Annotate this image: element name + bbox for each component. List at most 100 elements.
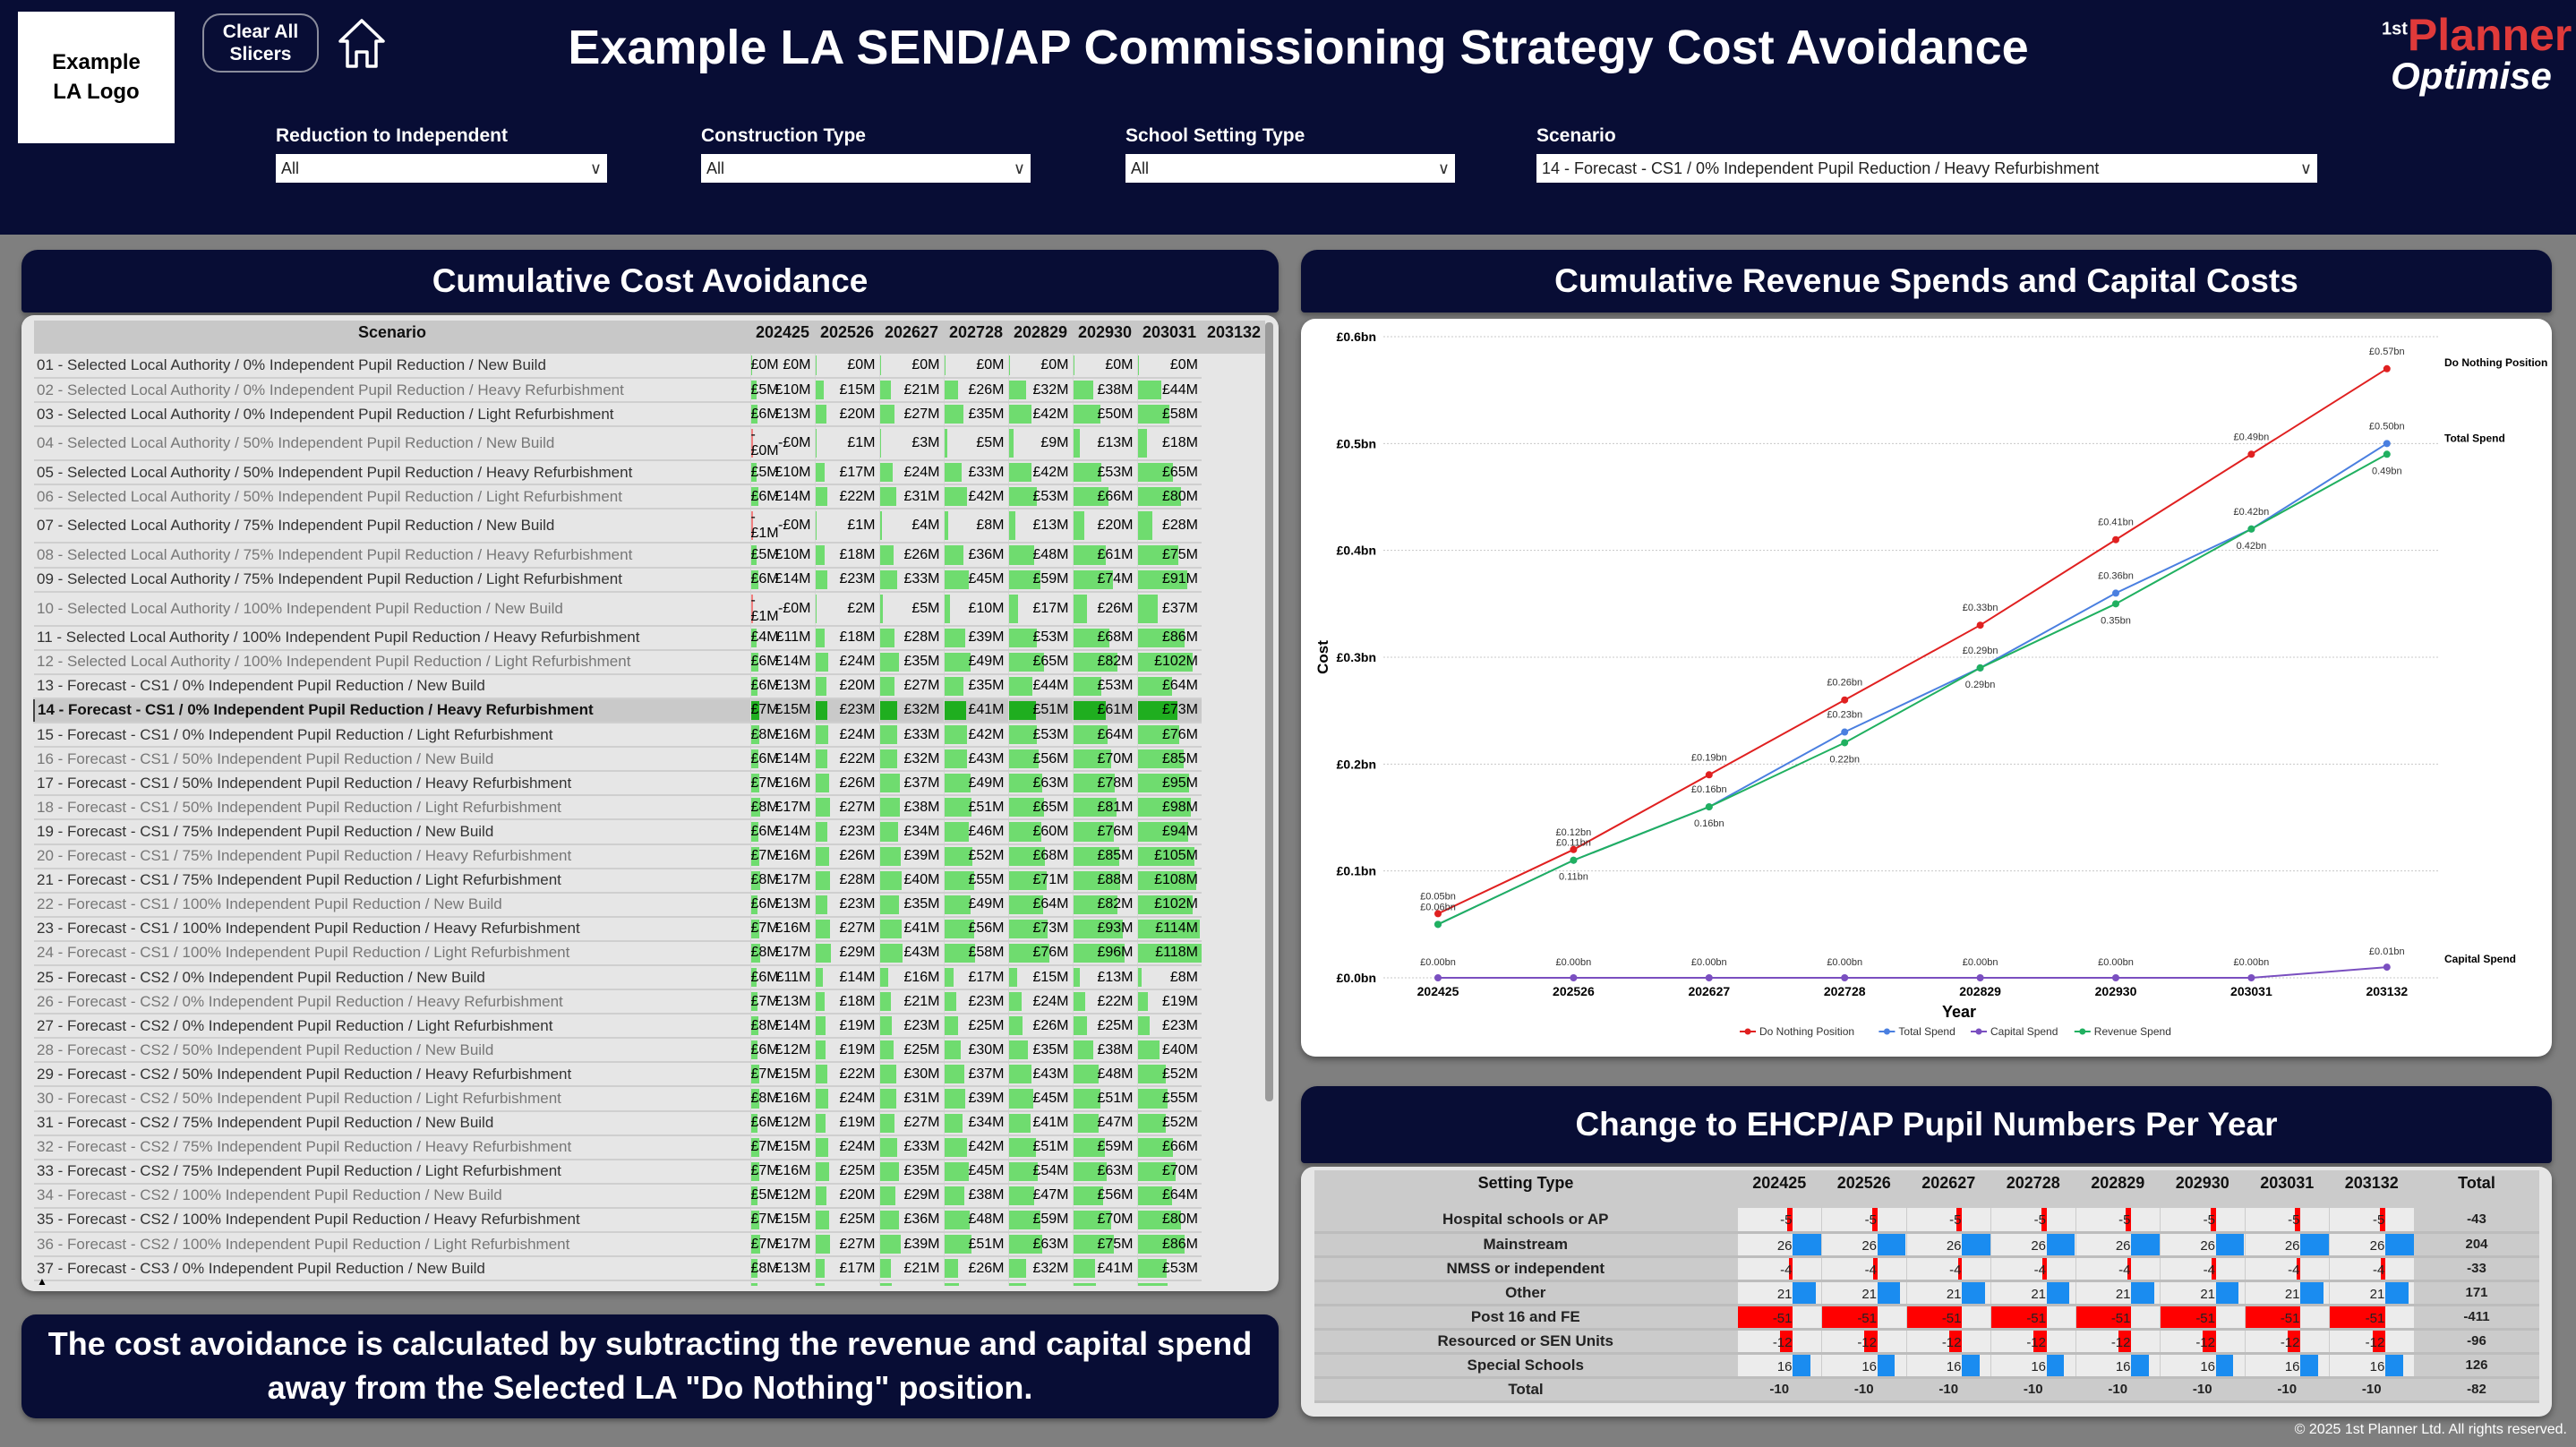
pupil-column-header[interactable]: 202829: [2075, 1170, 2161, 1208]
pupil-column-header[interactable]: 203132: [2329, 1170, 2414, 1208]
data-point[interactable]: [1705, 803, 1713, 811]
table-row[interactable]: 23 - Forecast - CS1 / 100% Independent P…: [34, 916, 1265, 942]
pupil-column-header[interactable]: 202930: [2160, 1170, 2245, 1208]
data-point[interactable]: [1976, 974, 1984, 981]
pupil-column-header[interactable]: Setting Type: [1314, 1170, 1737, 1208]
table-row[interactable]: 15 - Forecast - CS1 / 0% Independent Pup…: [34, 723, 1265, 749]
data-point[interactable]: [1841, 728, 1849, 736]
table-row[interactable]: 14 - Forecast - CS1 / 0% Independent Pup…: [33, 698, 1265, 724]
table-row[interactable]: 02 - Selected Local Authority / 0% Indep…: [34, 378, 1265, 404]
data-point[interactable]: [2112, 535, 2119, 544]
column-header-202930[interactable]: 202930: [1073, 321, 1137, 354]
table-row[interactable]: 07 - Selected Local Authority / 75% Inde…: [34, 509, 1265, 544]
sort-ascending-icon[interactable]: ▲: [37, 1275, 47, 1286]
table-row[interactable]: 32 - Forecast - CS2 / 75% Independent Pu…: [34, 1134, 1265, 1160]
data-bar: [1137, 1210, 1181, 1229]
table-row[interactable]: 36 - Forecast - CS2 / 100% Independent P…: [34, 1232, 1265, 1258]
table-row[interactable]: 37 - Forecast - CS3 / 0% Independent Pup…: [34, 1256, 1265, 1282]
table-row[interactable]: 11 - Selected Local Authority / 100% Ind…: [34, 625, 1265, 651]
table-row[interactable]: 25 - Forecast - CS2 / 0% Independent Pup…: [34, 964, 1265, 991]
table-row[interactable]: 33 - Forecast - CS2 / 75% Independent Pu…: [34, 1159, 1265, 1185]
legend-item[interactable]: Total Spend: [1879, 1025, 1956, 1038]
data-point[interactable]: [2383, 963, 2391, 972]
data-point[interactable]: [1976, 664, 1984, 672]
data-point[interactable]: [1705, 771, 1713, 779]
data-point[interactable]: [2112, 974, 2119, 981]
table-row[interactable]: 09 - Selected Local Authority / 75% Inde…: [34, 567, 1265, 593]
clear-all-slicers-button[interactable]: Clear All Slicers: [202, 13, 319, 73]
table-row[interactable]: 12 - Selected Local Authority / 100% Ind…: [34, 649, 1265, 675]
table-row[interactable]: 06 - Selected Local Authority / 50% Inde…: [34, 484, 1265, 510]
data-point[interactable]: [1705, 974, 1713, 981]
pupil-row: Post 16 and FE -51 -51 -51 -51 -51 -51 -51 -51 -4…: [1314, 1305, 2539, 1331]
data-point[interactable]: [1841, 974, 1849, 981]
data-point[interactable]: [2247, 525, 2255, 533]
column-header-203132[interactable]: 203132: [1202, 321, 1265, 354]
data-point[interactable]: [2383, 440, 2391, 448]
home-icon[interactable]: [337, 18, 387, 70]
table-row[interactable]: 17 - Forecast - CS1 / 50% Independent Pu…: [34, 771, 1265, 797]
table-row[interactable]: 38 - Forecast - CS3 / 0% Independent Pup…: [34, 1280, 1265, 1286]
legend-item[interactable]: Revenue Spend: [2074, 1025, 2171, 1038]
data-point[interactable]: [2383, 364, 2391, 372]
table-row[interactable]: 13 - Forecast - CS1 / 0% Independent Pup…: [34, 673, 1265, 699]
table-row[interactable]: 29 - Forecast - CS2 / 50% Independent Pu…: [34, 1062, 1265, 1088]
table-row[interactable]: 10 - Selected Local Authority / 100% Ind…: [34, 591, 1265, 627]
data-point[interactable]: [1570, 845, 1578, 853]
data-point[interactable]: [1841, 739, 1849, 747]
table-row[interactable]: 03 - Selected Local Authority / 0% Indep…: [34, 402, 1265, 428]
pupil-column-header[interactable]: Total: [2414, 1170, 2539, 1208]
table-row[interactable]: 19 - Forecast - CS1 / 75% Independent Pu…: [34, 819, 1265, 845]
reduction-dropdown[interactable]: All ∨: [276, 154, 607, 183]
data-point[interactable]: [2247, 974, 2255, 981]
data-point[interactable]: [2247, 450, 2255, 458]
data-point[interactable]: [1434, 974, 1442, 981]
table-row[interactable]: 01 - Selected Local Authority / 0% Indep…: [34, 354, 1265, 380]
data-point[interactable]: [2112, 589, 2119, 597]
table-row[interactable]: 24 - Forecast - CS1 / 100% Independent P…: [34, 940, 1265, 966]
pupil-column-header[interactable]: 202728: [1990, 1170, 2075, 1208]
data-point[interactable]: [1841, 696, 1849, 704]
column-header-202728[interactable]: 202728: [944, 321, 1008, 354]
table-row[interactable]: 31 - Forecast - CS2 / 75% Independent Pu…: [34, 1110, 1265, 1136]
data-bar: [815, 569, 828, 589]
column-header-202627[interactable]: 202627: [879, 321, 944, 354]
data-point[interactable]: [1570, 856, 1578, 864]
table-row[interactable]: 20 - Forecast - CS1 / 75% Independent Pu…: [34, 843, 1265, 869]
table-row[interactable]: 35 - Forecast - CS2 / 100% Independent P…: [34, 1207, 1265, 1234]
table-row[interactable]: 04 - Selected Local Authority / 50% Inde…: [34, 426, 1265, 462]
construction-dropdown[interactable]: All ∨: [701, 154, 1031, 183]
table-row[interactable]: 16 - Forecast - CS1 / 50% Independent Pu…: [34, 747, 1265, 773]
data-point[interactable]: [1434, 910, 1442, 918]
column-header-202829[interactable]: 202829: [1008, 321, 1073, 354]
table-scrollbar[interactable]: [1265, 322, 1273, 1101]
pupil-column-header[interactable]: 203031: [2245, 1170, 2330, 1208]
data-point[interactable]: [2383, 450, 2391, 458]
y-tick-label: £0.6bn: [1337, 330, 1376, 344]
table-row[interactable]: 22 - Forecast - CS1 / 100% Independent P…: [34, 892, 1265, 918]
column-header-scenario[interactable]: Scenario: [34, 321, 750, 354]
column-header-203031[interactable]: 203031: [1137, 321, 1202, 354]
table-row[interactable]: 21 - Forecast - CS1 / 75% Independent Pu…: [34, 868, 1265, 894]
pupil-column-header[interactable]: 202526: [1821, 1170, 1906, 1208]
data-point[interactable]: [1570, 974, 1578, 981]
pupil-column-header[interactable]: 202627: [1906, 1170, 1991, 1208]
scenario-dropdown[interactable]: 14 - Forecast - CS1 / 0% Independent Pup…: [1536, 154, 2317, 183]
data-point[interactable]: [1434, 920, 1442, 929]
data-point[interactable]: [2112, 600, 2119, 608]
table-row[interactable]: 08 - Selected Local Authority / 75% Inde…: [34, 543, 1265, 569]
column-header-202526[interactable]: 202526: [815, 321, 879, 354]
column-header-202425[interactable]: 202425: [750, 321, 815, 354]
table-row[interactable]: 05 - Selected Local Authority / 50% Inde…: [34, 460, 1265, 486]
table-row[interactable]: 18 - Forecast - CS1 / 50% Independent Pu…: [34, 795, 1265, 821]
setting-dropdown[interactable]: All ∨: [1125, 154, 1455, 183]
table-row[interactable]: 28 - Forecast - CS2 / 50% Independent Pu…: [34, 1038, 1265, 1064]
data-point[interactable]: [1976, 621, 1984, 629]
table-row[interactable]: 30 - Forecast - CS2 / 50% Independent Pu…: [34, 1086, 1265, 1112]
legend-item[interactable]: Capital Spend: [1971, 1025, 2058, 1038]
pupil-column-header[interactable]: 202425: [1737, 1170, 1822, 1208]
table-row[interactable]: 26 - Forecast - CS2 / 0% Independent Pup…: [34, 989, 1265, 1015]
legend-item[interactable]: Do Nothing Position: [1740, 1025, 1854, 1038]
table-row[interactable]: 27 - Forecast - CS2 / 0% Independent Pup…: [34, 1014, 1265, 1040]
table-row[interactable]: 34 - Forecast - CS2 / 100% Independent P…: [34, 1183, 1265, 1209]
